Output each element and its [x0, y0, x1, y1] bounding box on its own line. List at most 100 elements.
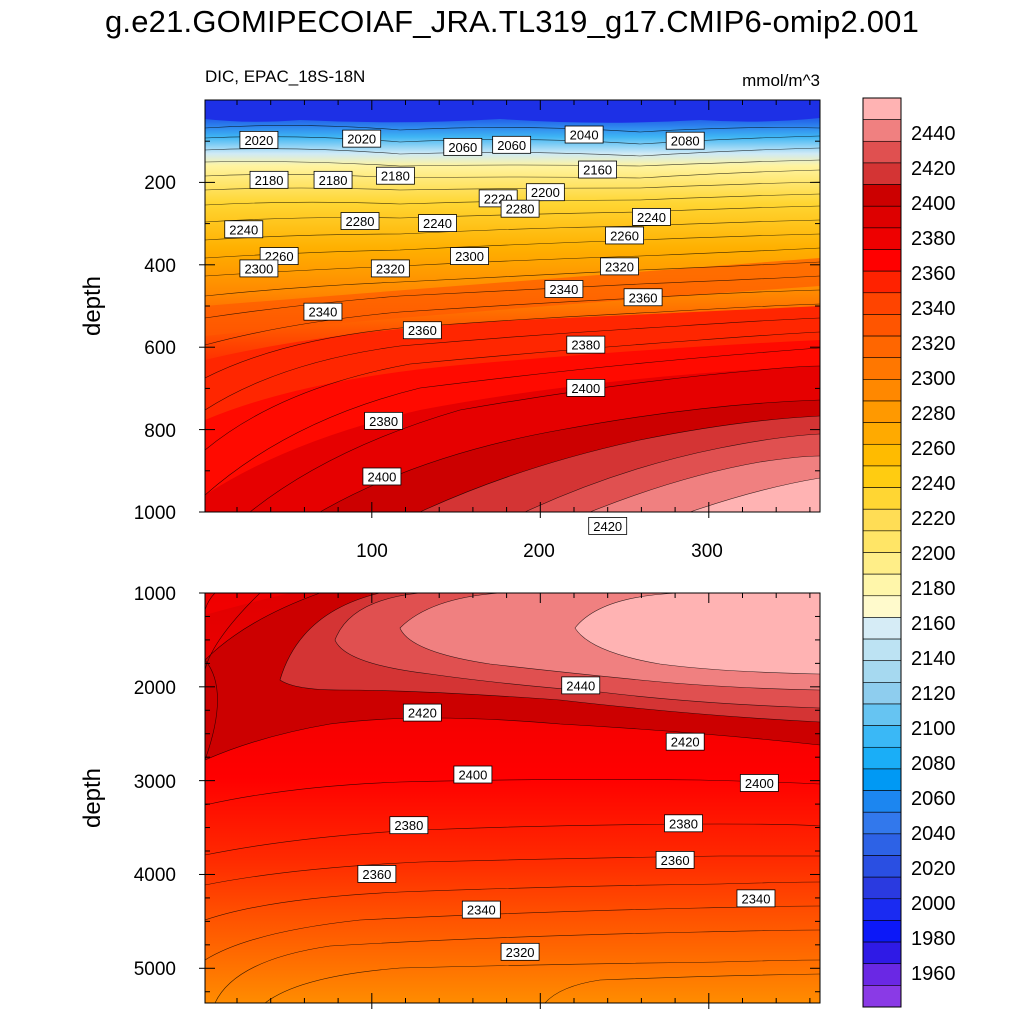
upper-units-label: mmol/m^3 — [742, 71, 820, 90]
upper-y-axis-title: depth — [79, 276, 106, 336]
contour-label-text: 2060 — [497, 138, 526, 153]
upper-contour-fill — [205, 100, 820, 512]
contour-label: 2280 — [500, 199, 540, 218]
contour-label-text: 2400 — [458, 768, 487, 783]
colorbar-box — [862, 379, 902, 402]
colorbar-box — [862, 270, 902, 294]
contour-label: 2280 — [340, 212, 380, 230]
colorbar-label: 2120 — [911, 683, 956, 705]
contour-label: 2320 — [600, 257, 639, 276]
contour-label-text: 2380 — [669, 816, 698, 831]
contour-label: 2380 — [664, 814, 703, 833]
contour-label: 2360 — [402, 321, 442, 340]
contour-label-text: 2360 — [629, 290, 658, 305]
colorbar-label: 2400 — [911, 193, 956, 215]
colorbar-box — [862, 314, 902, 337]
colorbar-box — [862, 617, 902, 640]
contour-label: 2300 — [239, 259, 279, 278]
x-tick-label: 100 — [356, 541, 388, 562]
colorbar-box — [862, 508, 902, 532]
colorbar-box — [862, 920, 902, 943]
colorbar-label: 2140 — [911, 648, 956, 670]
colorbar-label: 2380 — [911, 228, 956, 250]
colorbar-box — [862, 552, 902, 575]
colorbar-label: 2000 — [911, 893, 956, 915]
lower-y-tick-label: 4000 — [134, 865, 176, 886]
contour-label-text: 2240 — [423, 216, 452, 231]
colorbar-label: 2240 — [911, 473, 956, 495]
contour-label-text: 2180 — [381, 169, 410, 184]
contour-label: 2440 — [561, 676, 601, 695]
contour-label: 2340 — [461, 900, 501, 919]
colorbar-label: 2180 — [911, 578, 956, 600]
upper-axis-ticks — [199, 99, 820, 518]
contour-label-text: 2340 — [549, 282, 578, 297]
contour-label-text: 2340 — [308, 305, 337, 320]
contour-label-text: 2360 — [362, 867, 391, 882]
contour-label-text: 2300 — [455, 249, 484, 264]
upper-y-tick-label: 400 — [144, 256, 176, 277]
contour-label: 2400 — [566, 378, 606, 397]
contour-label: 2420 — [665, 732, 705, 751]
colorbar-box — [862, 530, 902, 553]
colorbar-label: 2060 — [911, 788, 956, 810]
contour-label-text: 2420 — [593, 519, 622, 534]
contour-label: 2340 — [736, 889, 776, 908]
colorbar-box — [862, 876, 902, 900]
contour-label: 2020 — [239, 130, 279, 149]
contour-label: 2360 — [655, 850, 695, 869]
colorbar-box — [862, 357, 902, 380]
colorbar-box — [862, 790, 902, 813]
contour-label: 2320 — [500, 942, 540, 961]
upper-y-tick-label: 200 — [144, 173, 176, 194]
lower-y-tick-label: 3000 — [134, 772, 176, 793]
lower-plot-frame — [204, 592, 821, 1004]
contour-label: 2060 — [492, 135, 532, 154]
contour-label-text: 2360 — [661, 853, 690, 868]
lower-y-tick-label: 5000 — [134, 959, 176, 980]
lower-y-axis-title: depth — [79, 768, 106, 828]
colorbar-box — [862, 941, 902, 965]
colorbar-label: 2200 — [911, 543, 956, 565]
colorbar-box — [862, 703, 902, 726]
colorbar-boxes — [862, 97, 902, 1008]
colorbar-box — [862, 119, 902, 142]
colorbar-box — [862, 638, 902, 662]
contour-label-text: 2420 — [408, 706, 437, 721]
colorbar-labels: 2440 2420 2400 2380 2360 2340 2320 2300 2280 2260… — [911, 123, 956, 985]
contour-label-text: 2180 — [255, 173, 284, 188]
lower-panel: 2440 2420 2420 2400 2400 2380 2380 2360 2360 2340… — [79, 584, 821, 1009]
colorbar-label: 2100 — [911, 718, 956, 740]
colorbar-box — [862, 162, 902, 185]
contour-label: 2240 — [224, 220, 264, 239]
colorbar-box — [862, 97, 902, 120]
colorbar-box — [862, 833, 902, 856]
colorbar-label: 1980 — [911, 928, 956, 950]
contour-label: 2260 — [605, 226, 644, 245]
contour-label-text: 2320 — [605, 259, 634, 274]
upper-y-tick-label: 1000 — [134, 503, 176, 524]
colorbar-label: 2260 — [911, 438, 956, 460]
contour-label: 2240 — [632, 208, 671, 226]
x-tick-label: 300 — [691, 541, 723, 562]
colorbar-box — [862, 768, 902, 791]
contour-label: 2300 — [450, 247, 489, 265]
colorbar-box — [862, 985, 902, 1008]
contour-label-text: 2280 — [506, 202, 535, 217]
colorbar-label: 2280 — [911, 403, 956, 425]
colorbar-box — [862, 573, 902, 597]
contour-label: 2420 — [588, 517, 628, 535]
contour-label: 2380 — [566, 335, 606, 354]
contour-label-text: 2340 — [467, 903, 496, 918]
upper-y-tick-label: 600 — [144, 338, 176, 359]
lower-y-tick-label: 1000 — [134, 584, 176, 605]
contour-label-text: 2400 — [571, 381, 600, 396]
contour-label-text: 2040 — [570, 128, 599, 143]
lower-y-tick-label: 2000 — [134, 678, 176, 699]
contour-label-text: 2320 — [376, 261, 405, 276]
contour-label-text: 2160 — [583, 163, 612, 178]
colorbar-box — [862, 227, 902, 250]
contour-label: 2160 — [578, 160, 617, 179]
contour-label: 2240 — [418, 214, 457, 233]
upper-variable-label: DIC, EPAC_18S-18N — [205, 67, 365, 86]
